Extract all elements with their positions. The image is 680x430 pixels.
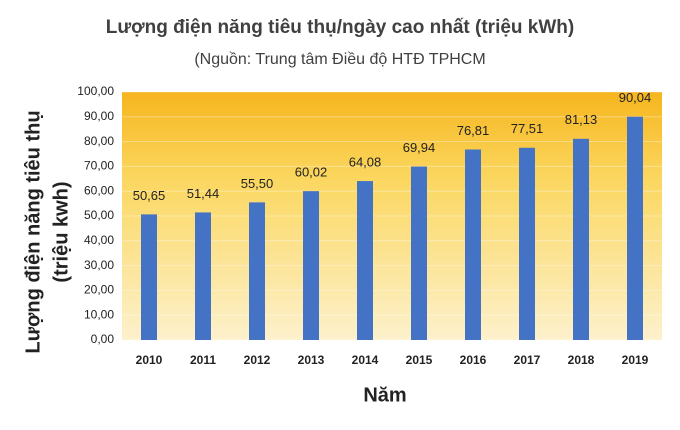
bar [357,181,373,340]
y-tick-label: 30,00 [84,258,114,272]
x-tick-label: 2012 [244,353,271,367]
x-tick-label: 2013 [298,353,325,367]
value-label: 60,02 [295,165,328,180]
y-tick-label: 50,00 [84,208,114,222]
bar [195,212,211,340]
value-label: 64,08 [349,155,382,170]
value-label: 77,51 [511,121,544,136]
y-tick-label: 80,00 [84,134,114,148]
chart-subtitle: (Nguồn: Trung tâm Điều độ HTĐ TPHCM [194,51,485,68]
bar [249,202,265,340]
y-tick-label: 60,00 [84,183,114,197]
bar [411,166,427,340]
x-tick-label: 2015 [406,353,433,367]
chart-title: Lượng điện năng tiêu thụ/ngày cao nhất (… [106,17,574,38]
x-tick-label: 2019 [622,353,649,367]
value-label: 51,44 [187,186,220,201]
plot-area [122,92,662,340]
y-tick-label: 0,00 [91,332,115,346]
bar [465,149,481,340]
value-label: 50,65 [133,188,166,203]
x-tick-label: 2017 [514,353,541,367]
x-tick-label: 2011 [190,353,216,367]
y-axis-label: Lượng điện năng tiêu thụ [22,110,44,353]
bar [519,147,535,340]
value-label: 76,81 [457,123,490,138]
x-tick-label: 2014 [352,353,379,367]
x-axis-label: Năm [363,384,406,406]
value-label: 90,04 [619,90,652,105]
y-tick-label: 100,00 [77,84,114,98]
x-tick-label: 2018 [568,353,595,367]
bar [303,191,319,340]
y-tick-label: 40,00 [84,233,114,247]
bar [573,138,589,340]
x-tick-label: 2016 [460,353,487,367]
y-tick-label: 90,00 [84,109,114,123]
bar [141,214,157,340]
value-label: 55,50 [241,176,274,191]
y-tick-label: 70,00 [84,159,114,173]
value-label: 69,94 [403,140,436,155]
bar [627,116,643,340]
y-tick-label: 10,00 [84,307,114,321]
x-tick-label: 2010 [136,353,163,367]
value-label: 81,13 [565,112,598,127]
y-tick-label: 20,00 [84,283,114,297]
y-axis-label: (triệu kwh) [50,181,72,282]
